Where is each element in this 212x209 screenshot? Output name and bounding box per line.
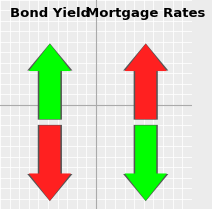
Polygon shape bbox=[29, 125, 71, 201]
Polygon shape bbox=[27, 125, 73, 201]
Polygon shape bbox=[123, 43, 168, 120]
Polygon shape bbox=[29, 44, 71, 119]
Polygon shape bbox=[125, 125, 167, 201]
Text: Mortgage Rates: Mortgage Rates bbox=[86, 7, 205, 20]
Text: Bond Yield: Bond Yield bbox=[10, 7, 90, 20]
Polygon shape bbox=[123, 125, 168, 201]
Polygon shape bbox=[27, 43, 73, 120]
Polygon shape bbox=[125, 44, 167, 119]
